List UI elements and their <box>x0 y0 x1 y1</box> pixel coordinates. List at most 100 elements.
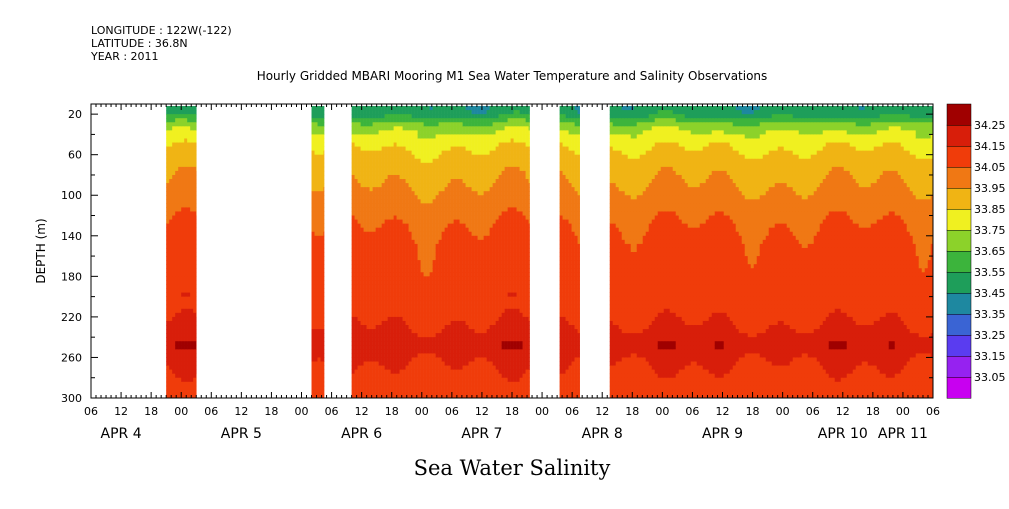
heat-cell <box>499 240 502 244</box>
heat-cell <box>475 138 478 142</box>
heat-cell <box>466 220 469 224</box>
heat-cell <box>403 167 406 171</box>
heat-cell <box>478 138 481 142</box>
heat-cell <box>412 260 415 264</box>
heat-cell <box>169 236 172 240</box>
heat-cell <box>373 207 376 211</box>
heat-cell <box>415 362 418 366</box>
heat-cell <box>397 366 400 370</box>
heat-cell <box>502 126 505 130</box>
heat-cell <box>478 175 481 179</box>
heat-cell <box>181 179 184 183</box>
heat-cell <box>373 317 376 321</box>
heat-cell <box>427 207 430 211</box>
heat-cell <box>324 272 325 276</box>
heat-cell <box>178 195 181 199</box>
heat-cell <box>508 114 511 118</box>
heat-cell <box>184 305 187 309</box>
heat-cell <box>321 390 324 394</box>
heat-cell <box>190 126 193 130</box>
heat-cell <box>312 134 315 138</box>
heat-cell <box>424 216 427 220</box>
heat-cell <box>391 333 394 337</box>
heat-cell <box>484 260 487 264</box>
heat-cell <box>469 366 472 370</box>
heat-cell <box>469 276 472 280</box>
heat-cell <box>424 260 427 264</box>
heat-cell <box>481 138 484 142</box>
heat-cell <box>454 370 457 374</box>
heat-cell <box>352 333 355 337</box>
heat-cell <box>190 236 193 240</box>
heat-cell <box>382 325 385 329</box>
heat-cell <box>175 374 178 378</box>
heat-cell <box>499 203 502 207</box>
heat-cell <box>451 345 454 349</box>
heat-cell <box>391 143 394 147</box>
heat-cell <box>166 309 169 313</box>
heat-cell <box>448 248 451 252</box>
heat-cell <box>415 329 418 333</box>
heat-cell <box>469 143 472 147</box>
heat-cell <box>190 167 193 171</box>
heat-cell <box>318 256 321 260</box>
heat-cell <box>508 220 511 224</box>
heat-cell <box>421 134 424 138</box>
heat-cell <box>394 260 397 264</box>
heat-cell <box>403 353 406 357</box>
heat-cell <box>318 118 321 122</box>
year-line: YEAR : 2011 <box>90 50 159 63</box>
heat-cell <box>478 305 481 309</box>
heat-cell <box>496 203 499 207</box>
heat-cell <box>457 228 460 232</box>
heat-cell <box>385 167 388 171</box>
heat-cell <box>406 370 409 374</box>
heat-cell <box>315 256 318 260</box>
heat-cell <box>412 309 415 313</box>
heat-cell <box>508 155 511 159</box>
heat-cell <box>373 256 376 260</box>
heat-cell <box>181 122 184 126</box>
heat-cell <box>469 289 472 293</box>
heat-cell <box>460 337 463 341</box>
heat-cell <box>193 268 196 272</box>
heat-cell <box>394 317 397 321</box>
heat-cell <box>463 143 466 147</box>
heat-cell <box>415 106 418 110</box>
heat-cell <box>505 341 508 345</box>
heat-cell <box>403 171 406 175</box>
heat-cell <box>321 240 324 244</box>
heat-cell <box>391 357 394 361</box>
heat-cell <box>460 126 463 130</box>
heat-cell <box>315 297 318 301</box>
heat-cell <box>364 374 367 378</box>
heat-cell <box>454 353 457 357</box>
heat-cell <box>397 317 400 321</box>
heat-cell <box>181 134 184 138</box>
heat-cell <box>412 345 415 349</box>
heat-cell <box>373 143 376 147</box>
heat-cell <box>457 179 460 183</box>
heat-cell <box>433 276 436 280</box>
heat-cell <box>391 317 394 321</box>
heat-cell <box>445 171 448 175</box>
heat-cell <box>315 118 318 122</box>
heat-cell <box>391 118 394 122</box>
heat-cell <box>457 353 460 357</box>
heat-cell <box>484 244 487 248</box>
heat-cell <box>478 224 481 228</box>
heat-cell <box>184 333 187 337</box>
heat-cell <box>466 378 469 382</box>
heat-cell <box>391 207 394 211</box>
heat-cell <box>475 207 478 211</box>
heat-cell <box>376 305 379 309</box>
heat-cell <box>321 155 324 159</box>
heat-cell <box>469 126 472 130</box>
heat-cell <box>481 130 484 134</box>
heat-cell <box>193 236 196 240</box>
heat-cell <box>433 284 436 288</box>
heat-cell <box>406 159 409 163</box>
heat-cell <box>352 341 355 345</box>
heat-cell <box>481 167 484 171</box>
heat-cell <box>400 353 403 357</box>
